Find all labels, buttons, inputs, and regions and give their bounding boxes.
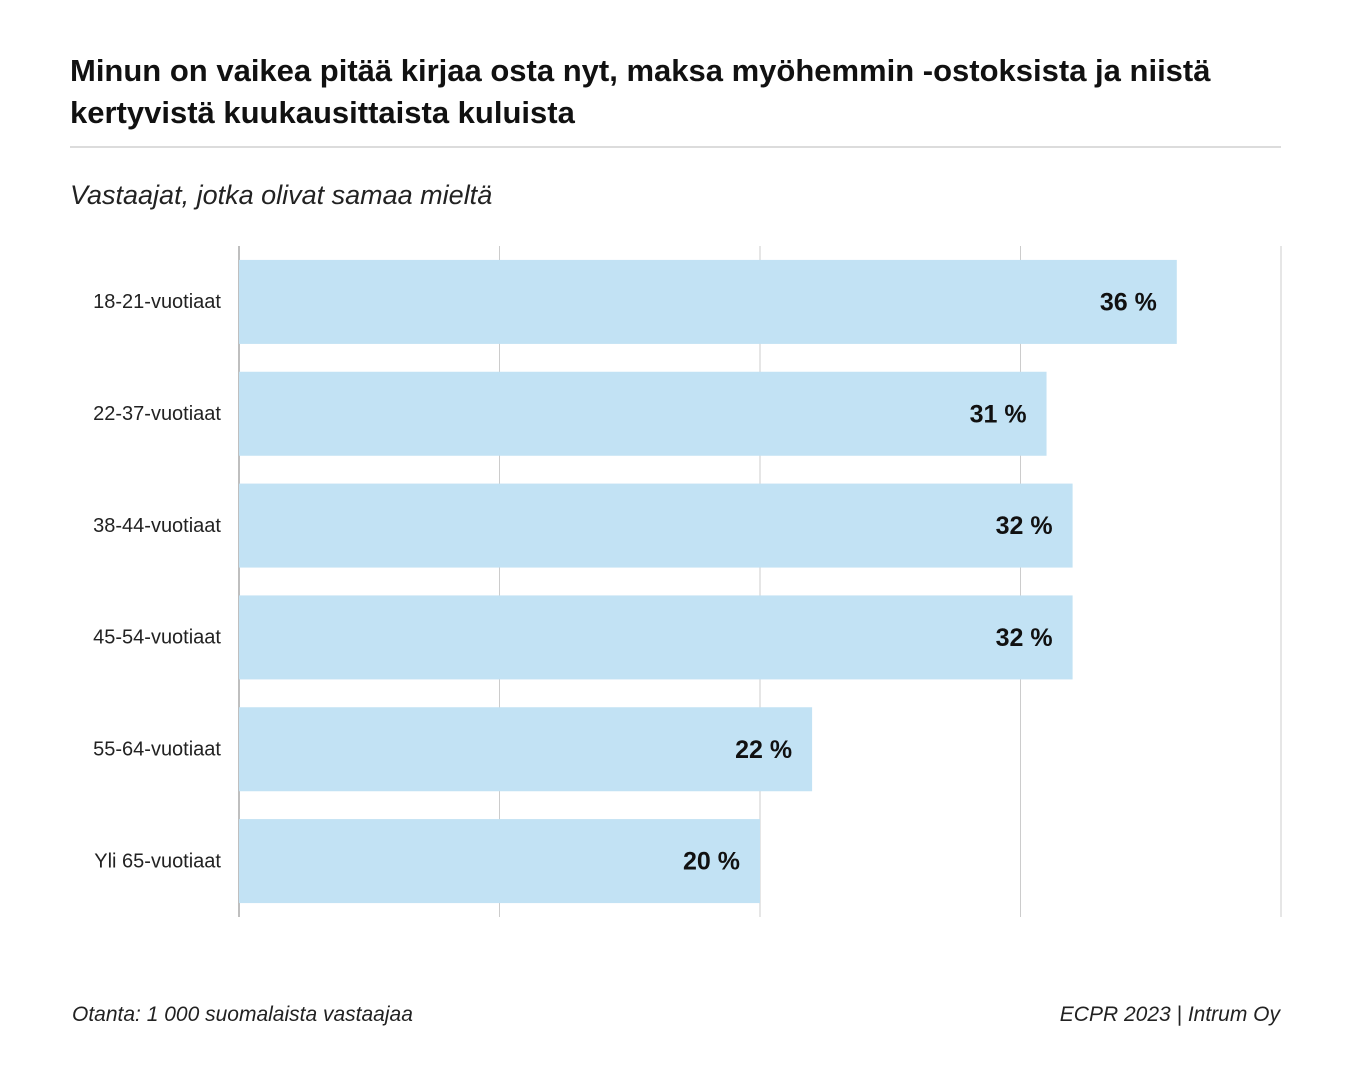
grid-layer	[238, 246, 1282, 917]
bar	[239, 259, 1177, 344]
bar	[239, 595, 1073, 680]
bar-layer	[239, 259, 1177, 904]
value-label: 31 %	[970, 400, 1027, 428]
value-label: 36 %	[1100, 289, 1157, 317]
sample-note: Otanta: 1 000 suomalaista vastaajaa	[72, 1003, 413, 1026]
value-label: 22 %	[735, 736, 792, 764]
value-label: 32 %	[996, 624, 1053, 652]
category-label: Yli 65-vuotiaat	[94, 850, 221, 872]
bar	[239, 819, 760, 904]
category-label: 38-44-vuotiaat	[93, 515, 221, 537]
bar	[239, 371, 1047, 456]
bar	[239, 483, 1073, 568]
title-divider	[70, 146, 1281, 148]
bar	[239, 707, 813, 792]
category-label: 18-21-vuotiaat	[93, 291, 221, 313]
value-label: 20 %	[683, 848, 740, 876]
category-label: 55-64-vuotiaat	[93, 739, 221, 761]
value-label: 32 %	[996, 512, 1053, 540]
label-layer: 18-21-vuotiaat 36 % 22-37-vuotiaat 31 % 38-4…	[93, 289, 1157, 876]
category-label: 22-37-vuotiaat	[93, 403, 221, 425]
chart-title: Minun on vaikea pitää kirjaa osta nyt, m…	[70, 53, 1211, 130]
category-label: 45-54-vuotiaat	[93, 627, 221, 649]
source-note: ECPR 2023 | Intrum Oy	[1059, 1003, 1280, 1026]
chart-subtitle: Vastaajat, jotka olivat samaa mieltä	[70, 180, 493, 210]
